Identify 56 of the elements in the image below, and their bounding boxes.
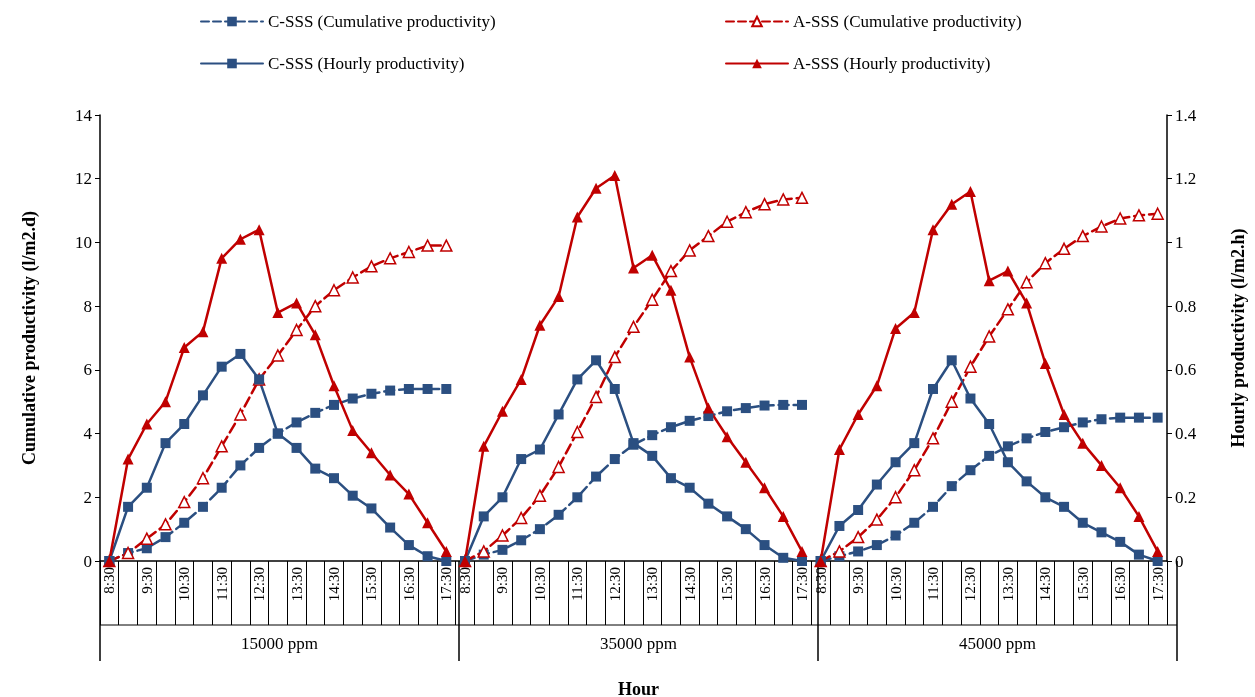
x-tick-label: 17:30	[438, 567, 455, 602]
text: 15000 ppm	[241, 633, 318, 653]
x-tick-label: 15:30	[719, 567, 736, 602]
x-tick-label: 9:30	[138, 567, 155, 594]
y-tick-label: 10	[75, 232, 92, 252]
x-tick-label: 9:30	[850, 567, 867, 594]
x-tick-label: 13:30	[288, 567, 305, 602]
y-tick-label: 6	[83, 360, 92, 380]
y-tick-label: 0	[83, 551, 92, 571]
y2-axis-title: Hourly productivity (l/m2.h)	[1228, 228, 1249, 448]
y2-tick-label: 0.4	[1175, 424, 1197, 444]
text: 35000 ppm	[600, 633, 677, 653]
y2-tick-label: 0.6	[1175, 360, 1197, 380]
x-tick-label: 12:30	[251, 567, 268, 602]
x-tick-label: 15:30	[363, 567, 380, 602]
y-tick-label: 8	[83, 296, 92, 316]
x-tick-label: 11:30	[569, 567, 586, 601]
x-tick-label: 10:30	[176, 567, 193, 602]
x-tick-label: 8:30	[812, 567, 829, 594]
legend-label: A-SSS (Hourly productivity)	[793, 54, 991, 73]
x-tick-label: 8:30	[457, 567, 474, 594]
x-tick-label: 11:30	[213, 567, 230, 601]
y-tick-label: 2	[83, 487, 92, 507]
legend-label: C-SSS (Hourly productivity)	[268, 54, 465, 73]
y2-tick-label: 0.8	[1175, 296, 1197, 316]
text: 45000 ppm	[959, 633, 1036, 653]
x-tick-label: 8:30	[101, 567, 118, 594]
y-tick-label: 12	[75, 169, 92, 189]
legend-label: A-SSS (Cumulative productivity)	[793, 12, 1022, 31]
x-tick-label: 15:30	[1074, 567, 1091, 602]
legend-label: C-SSS (Cumulative productivity)	[268, 12, 496, 31]
y2-tick-label: 1	[1175, 232, 1184, 252]
y-tick-label: 14	[75, 105, 93, 125]
x-tick-label: 13:30	[644, 567, 661, 602]
x-tick-label: 16:30	[756, 567, 773, 602]
y2-tick-label: 1.2	[1175, 169, 1197, 189]
y2-tick-label: 0	[1175, 551, 1184, 571]
y-axis-title: Cumulative productivity (l/m2.d)	[19, 210, 40, 466]
x-tick-label: 17:30	[1149, 567, 1166, 602]
x-tick-label: 17:30	[793, 567, 810, 602]
x-axis-title: Hour	[617, 679, 660, 697]
x-tick-label: 10:30	[531, 567, 548, 602]
y2-tick-label: 1.4	[1175, 105, 1197, 125]
x-tick-label: 16:30	[400, 567, 417, 602]
x-tick-label: 11:30	[925, 567, 942, 601]
x-tick-label: 16:30	[1112, 567, 1129, 602]
x-tick-label: 14:30	[681, 567, 698, 602]
x-tick-label: 10:30	[887, 567, 904, 602]
x-tick-label: 14:30	[325, 567, 342, 602]
x-tick-label: 12:30	[606, 567, 623, 602]
x-tick-label: 9:30	[494, 567, 511, 594]
x-tick-label: 14:30	[1037, 567, 1054, 602]
x-tick-label: 12:30	[962, 567, 979, 602]
y-tick-label: 4	[83, 424, 93, 444]
y2-tick-label: 0.2	[1175, 487, 1197, 507]
x-tick-label: 13:30	[999, 567, 1016, 602]
